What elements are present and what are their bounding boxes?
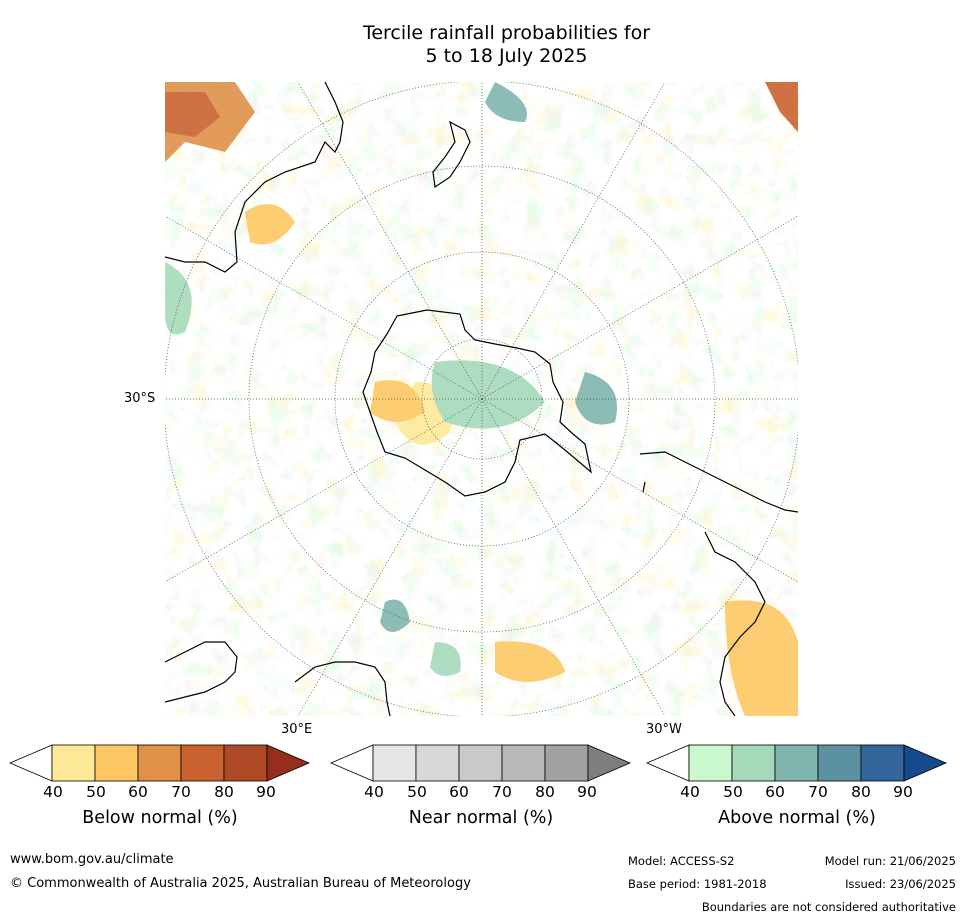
africa-coastline <box>165 641 391 716</box>
tick-near-50: 50 <box>407 783 427 801</box>
colorbar-segment-3 <box>458 744 503 782</box>
colorbar-above-normal-svg <box>646 744 948 782</box>
tick-above-50: 50 <box>723 783 743 801</box>
colorbar-segment-3 <box>774 744 819 782</box>
colorbar-segment-high <box>266 744 311 782</box>
strong-signal-patches <box>165 82 798 716</box>
colorbar-near-normal-title: Near normal (%) <box>408 808 554 828</box>
colorbar-segment-high <box>903 744 948 782</box>
tick-below-40: 40 <box>43 783 63 801</box>
tick-near-80: 80 <box>535 783 555 801</box>
model-run-text: Model run: 21/06/2025 <box>824 854 956 868</box>
tick-above-70: 70 <box>808 783 828 801</box>
australia-coastline <box>165 82 344 273</box>
colorbar-below-normal <box>9 743 311 783</box>
model-text: Model: ACCESS-S2 <box>628 854 735 868</box>
tick-near-70: 70 <box>492 783 512 801</box>
colorbar-segment-low <box>9 744 53 782</box>
tick-below-70: 70 <box>171 783 191 801</box>
colorbar-segment-5 <box>223 744 268 782</box>
title-line-1: Tercile rainfall probabilities for <box>362 22 651 44</box>
colorbar-below-normal-title: Below normal (%) <box>82 808 238 828</box>
colorbar-segment-2 <box>94 744 139 782</box>
lon-label-30e: 30°E <box>281 722 313 737</box>
tick-near-60: 60 <box>449 783 469 801</box>
colorbar-near-normal <box>330 743 632 783</box>
lon-label-30w: 30°W <box>646 722 682 737</box>
tick-above-40: 40 <box>680 783 700 801</box>
polar-rainfall-map <box>165 82 798 716</box>
colorbar-segment-1 <box>688 744 733 782</box>
colorbar-segment-2 <box>731 744 776 782</box>
colorbar-above-normal <box>646 743 948 783</box>
graticule <box>165 82 798 716</box>
colorbar-segment-1 <box>51 744 96 782</box>
colorbar-segment-1 <box>372 744 417 782</box>
issued-text: Issued: 23/06/2025 <box>845 877 956 891</box>
tick-near-40: 40 <box>364 783 384 801</box>
title-line-2: 5 to 18 July 2025 <box>425 45 588 67</box>
colorbar-above-normal-title: Above normal (%) <box>718 808 876 828</box>
copyright-text: © Commonwealth of Australia 2025, Austra… <box>10 876 471 891</box>
colorbar-below-normal-svg <box>9 744 311 782</box>
colorbar-segment-high <box>587 744 632 782</box>
colorbar-near-normal-svg <box>330 744 632 782</box>
tick-below-50: 50 <box>86 783 106 801</box>
colorbar-segment-5 <box>860 744 905 782</box>
new-zealand-coastline <box>432 120 471 189</box>
colorbar-segment-4 <box>817 744 862 782</box>
colorbar-segment-low <box>646 744 690 782</box>
tick-near-90: 90 <box>577 783 597 801</box>
colorbar-segment-3 <box>137 744 182 782</box>
colorbar-segment-4 <box>180 744 225 782</box>
colorbar-segment-4 <box>501 744 546 782</box>
tick-above-80: 80 <box>851 783 871 801</box>
colorbar-segment-low <box>330 744 374 782</box>
tick-above-90: 90 <box>893 783 913 801</box>
colorbar-segment-2 <box>415 744 460 782</box>
tick-below-90: 90 <box>256 783 276 801</box>
tick-below-80: 80 <box>214 783 234 801</box>
disclaimer-text: Boundaries are not considered authoritat… <box>701 900 956 914</box>
tick-above-60: 60 <box>765 783 785 801</box>
website-link[interactable]: www.bom.gov.au/climate <box>10 852 174 867</box>
tick-below-60: 60 <box>128 783 148 801</box>
coastlines <box>165 82 798 716</box>
base-period-text: Base period: 1981-2018 <box>628 877 767 891</box>
antarctica-coastline <box>362 309 592 497</box>
colorbar-segment-5 <box>544 744 589 782</box>
south-america-coastline <box>639 451 798 716</box>
lat-label-30s: 30°S <box>124 391 156 406</box>
map-title: Tercile rainfall probabilities for 5 to … <box>0 22 965 68</box>
